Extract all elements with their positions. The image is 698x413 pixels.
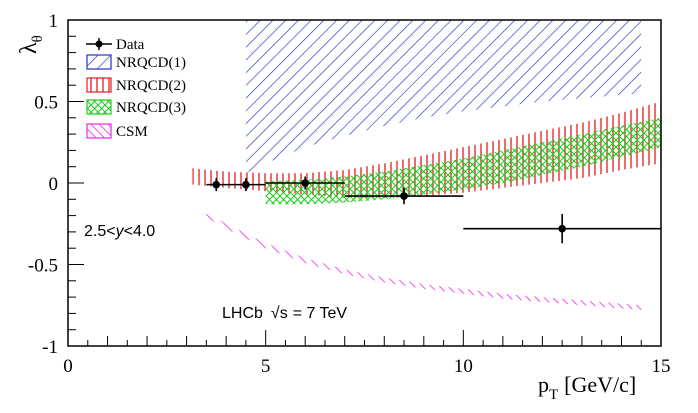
theory-bands xyxy=(192,20,661,311)
legend-item-nrqcd1: NRQCD(1) xyxy=(86,54,186,71)
data-point-marker xyxy=(400,192,408,200)
data-point-marker xyxy=(301,179,310,187)
x-tick-label: 15 xyxy=(652,356,671,377)
legend-label-data: Data xyxy=(116,37,145,53)
experiment-energy-label: LHCb √s = 7 TeV xyxy=(222,305,347,322)
y-tick-label: 0 xyxy=(49,174,59,195)
band-nrqcd3 xyxy=(265,117,661,205)
data-point xyxy=(463,213,661,244)
x-tick-label: 5 xyxy=(261,356,271,377)
legend-label-nrqcd1: NRQCD(1) xyxy=(116,55,186,71)
legend-label-nrqcd2: NRQCD(2) xyxy=(116,78,186,94)
y-tick-label: -0.5 xyxy=(28,256,58,277)
data-point xyxy=(344,187,464,205)
legend-item-csm: CSM xyxy=(86,123,148,140)
legend-label-nrqcd3: NRQCD(3) xyxy=(116,100,186,116)
band-csm xyxy=(206,212,642,311)
axis-tick-labels: 0 5 10 15 -1 -0.5 0 0.5 1 xyxy=(28,11,671,377)
y-tick-label: -1 xyxy=(42,337,58,358)
rapidity-range-label: 2.5<y<4.0 xyxy=(84,223,155,240)
y-tick-label: 0.5 xyxy=(34,93,58,114)
data-points xyxy=(206,176,661,244)
data-point xyxy=(226,178,266,192)
x-tick-label: 10 xyxy=(454,356,473,377)
x-tick-label: 0 xyxy=(63,356,73,377)
data-point-marker xyxy=(212,180,221,189)
y-tick-label: 1 xyxy=(49,11,59,32)
legend-item-nrqcd2: NRQCD(2) xyxy=(86,77,186,94)
legend-item-nrqcd3: NRQCD(3) xyxy=(86,99,186,116)
data-point xyxy=(265,176,345,190)
axis-ticks xyxy=(67,19,662,347)
data-point-marker xyxy=(558,224,566,233)
data-point-marker xyxy=(242,180,250,189)
data-point xyxy=(206,178,227,192)
legend-item-data: Data xyxy=(86,37,145,53)
band-nrqcd1 xyxy=(245,20,642,174)
legend: Data NRQCD(1) NRQCD(2) NRQCD(3) CSM xyxy=(86,37,186,140)
y-axis-title: λθ xyxy=(16,35,46,54)
legend-label-csm: CSM xyxy=(116,124,148,140)
x-axis-title: pT [GeV/c] xyxy=(538,372,636,403)
